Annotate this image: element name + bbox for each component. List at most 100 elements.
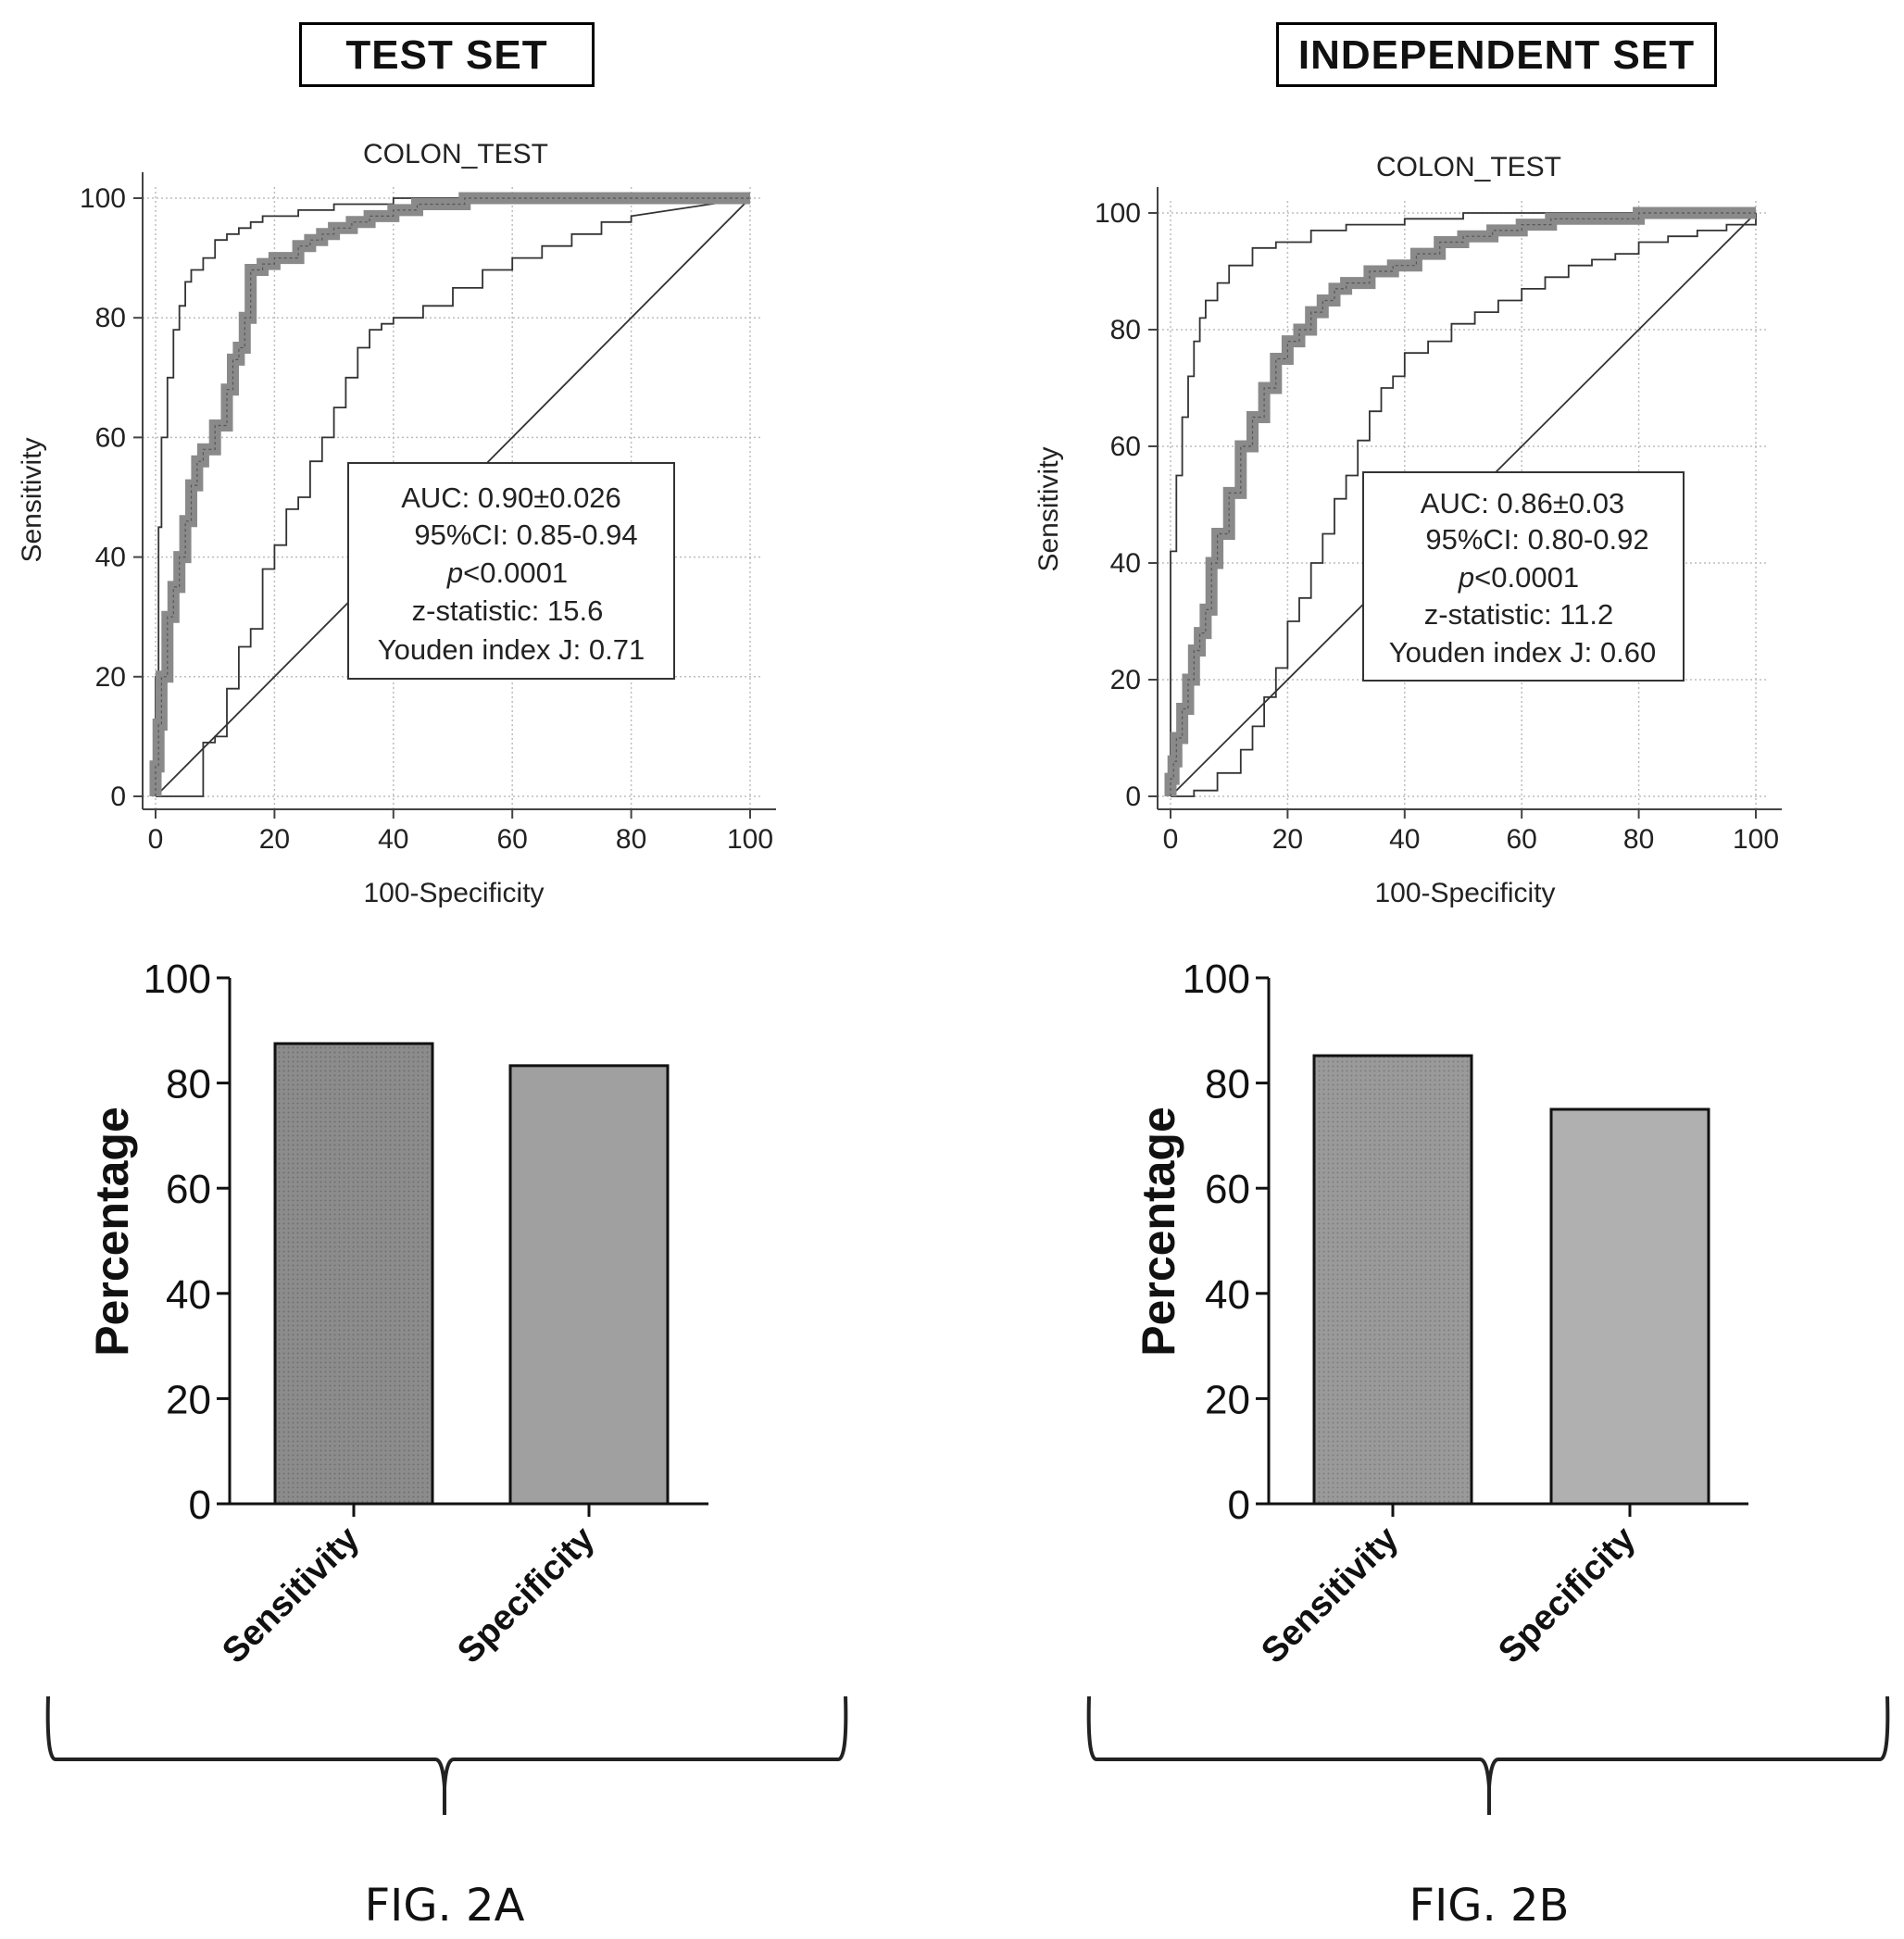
ci-text: 95%CI: 0.80-0.92 xyxy=(1425,523,1648,556)
bar-chart-test-set: 0 20 40 60 80 100 Sensitivity Specificity Perc… xyxy=(86,957,708,1671)
bar-x-label: Specificity xyxy=(1491,1520,1643,1671)
bar-y-tick-label: 100 xyxy=(1183,957,1250,1002)
p-italic: p xyxy=(446,557,463,589)
bar-y-tick-label: 20 xyxy=(1205,1377,1250,1422)
bar-x-label: Sensitivity xyxy=(215,1520,367,1671)
figure-brace xyxy=(45,1695,848,1815)
bar-sensitivity xyxy=(273,1042,434,1506)
roc-x-tick-label: 100 xyxy=(1733,824,1779,855)
roc-x-tick-label: 40 xyxy=(1389,824,1420,855)
bar-y-tick-label: 0 xyxy=(189,1482,211,1528)
bar-y-tick-label: 20 xyxy=(166,1377,211,1422)
roc-series-roc-texture xyxy=(155,197,750,796)
z-statistic-text: z-statistic: 11.2 xyxy=(1424,598,1613,631)
roc-chart-test-set: COLON_TEST 0 20 40 60 80 100 0 20 40 60 80 100 100… xyxy=(17,139,848,1815)
panel-test-set: TEST SET COLON_TEST 0 20 40 60 80 100 0 20 40 60… xyxy=(17,22,848,1932)
bar-y-axis-label: Percentage xyxy=(86,1107,138,1357)
bar-y-ticks: 0 20 40 60 80 100 xyxy=(1183,957,1269,1528)
bar-sensitivity xyxy=(1312,1054,1473,1506)
youden-text: Youden index J: 0.60 xyxy=(1389,636,1656,669)
bar-x-label: Specificity xyxy=(450,1520,602,1671)
roc-x-tick-label: 60 xyxy=(497,824,528,855)
bar-x-labels: Sensitivity Specificity xyxy=(1254,1520,1643,1671)
roc-y-tick-label: 20 xyxy=(1110,665,1141,695)
roc-x-tick-label: 0 xyxy=(1163,824,1179,855)
z-statistic-text: z-statistic: 15.6 xyxy=(412,594,604,627)
p-rest: <0.0001 xyxy=(1474,561,1579,594)
roc-y-tick-label: 60 xyxy=(95,422,126,453)
roc-x-ticks: 0 20 40 60 80 100 xyxy=(1163,809,1779,855)
bar-y-tick-label: 80 xyxy=(166,1062,211,1107)
roc-y-tick-label: 100 xyxy=(80,183,126,214)
roc-series-group xyxy=(149,192,751,797)
roc-x-tick-label: 80 xyxy=(1623,824,1654,855)
roc-x-tick-label: 20 xyxy=(1272,824,1303,855)
roc-series-upper-ci xyxy=(155,197,750,796)
bar-specificity xyxy=(508,1064,670,1506)
roc-x-tick-label: 80 xyxy=(616,824,646,855)
roc-stats-box: AUC: 0.86±0.03 95%CI: 0.80-0.92 p<0.0001… xyxy=(1362,471,1685,682)
roc-axes xyxy=(142,172,776,810)
roc-y-tick-label: 80 xyxy=(95,303,126,333)
bar-chart-independent-set: 0 20 40 60 80 100 Sensitivity Specificity Perc… xyxy=(1133,957,1748,1671)
auc-text: AUC: 0.86±0.03 xyxy=(1421,487,1624,519)
roc-y-ticks: 0 20 40 60 80 100 xyxy=(1095,198,1158,812)
roc-chart-independent-set: COLON_TEST 0 20 40 60 80 100 0 20 40 60 80 100 100… xyxy=(1033,152,1890,1815)
roc-y-ticks: 0 20 40 60 80 100 xyxy=(80,183,143,812)
bar-y-tick-label: 80 xyxy=(1205,1062,1250,1107)
roc-x-tick-label: 0 xyxy=(148,824,164,855)
bar-y-tick-label: 60 xyxy=(166,1167,211,1212)
roc-y-tick-label: 0 xyxy=(1125,782,1141,812)
roc-y-tick-label: 0 xyxy=(110,782,126,812)
p-value-text: p<0.0001 xyxy=(446,557,568,589)
roc-axes xyxy=(1157,187,1782,810)
bar-y-axis-label: Percentage xyxy=(1133,1107,1184,1357)
bar-y-tick-label: 0 xyxy=(1228,1482,1250,1528)
panel-independent-set: INDEPENDENT SET COLON_TEST 0 20 40 60 80 100 … xyxy=(952,0,1904,1939)
roc-y-tick-label: 100 xyxy=(1095,198,1141,229)
roc-title: COLON_TEST xyxy=(363,139,548,169)
p-italic: p xyxy=(1458,561,1474,594)
bar-x-label: Sensitivity xyxy=(1254,1520,1406,1671)
roc-stats-box: AUC: 0.90±0.026 95%CI: 0.85-0.94 p<0.000… xyxy=(347,462,675,680)
bar-y-tick-label: 40 xyxy=(1205,1272,1250,1318)
roc-series-lower-ci xyxy=(156,197,751,797)
roc-x-tick-label: 20 xyxy=(259,824,290,855)
set-title: TEST SET xyxy=(299,22,595,87)
figure-brace xyxy=(1086,1695,1890,1815)
bar-y-ticks: 0 20 40 60 80 100 xyxy=(144,957,230,1528)
roc-x-ticks: 0 20 40 60 80 100 xyxy=(148,809,773,855)
roc-series-upper-ci xyxy=(1170,212,1756,796)
ci-text: 95%CI: 0.85-0.94 xyxy=(414,519,637,551)
roc-x-tick-label: 100 xyxy=(727,824,773,855)
set-title: INDEPENDENT SET xyxy=(1276,22,1717,87)
bar-axes xyxy=(228,978,708,1517)
bar-y-tick-label: 40 xyxy=(166,1272,211,1318)
p-rest: <0.0001 xyxy=(463,557,568,589)
roc-y-tick-label: 40 xyxy=(1110,548,1141,579)
roc-y-axis-label: Sensitivity xyxy=(1033,446,1064,571)
p-value-text: p<0.0001 xyxy=(1458,561,1579,594)
auc-text: AUC: 0.90±0.026 xyxy=(401,482,621,514)
roc-x-tick-label: 40 xyxy=(378,824,408,855)
roc-title: COLON_TEST xyxy=(1376,152,1561,182)
bar-specificity xyxy=(1549,1107,1710,1506)
roc-y-tick-label: 60 xyxy=(1110,432,1141,462)
roc-series-roc xyxy=(1164,206,1756,796)
bar-axes xyxy=(1267,978,1748,1517)
figure-label: FIG. 2A xyxy=(364,1880,525,1932)
roc-y-axis-label: Sensitivity xyxy=(17,437,47,562)
roc-x-axis-label: 100-Specificity xyxy=(363,878,544,908)
bar-x-labels: Sensitivity Specificity xyxy=(215,1520,602,1671)
roc-y-tick-label: 40 xyxy=(95,543,126,573)
roc-series-lower-ci xyxy=(1171,213,1757,797)
roc-x-axis-label: 100-Specificity xyxy=(1374,878,1555,908)
youden-text: Youden index J: 0.71 xyxy=(378,633,645,666)
roc-x-tick-label: 60 xyxy=(1507,824,1537,855)
bar-group xyxy=(273,1042,670,1506)
bar-y-tick-label: 100 xyxy=(144,957,211,1002)
figure-label: FIG. 2B xyxy=(1409,1880,1570,1932)
bar-y-tick-label: 60 xyxy=(1205,1167,1250,1212)
roc-y-tick-label: 80 xyxy=(1110,315,1141,345)
bar-group xyxy=(1312,1054,1710,1506)
